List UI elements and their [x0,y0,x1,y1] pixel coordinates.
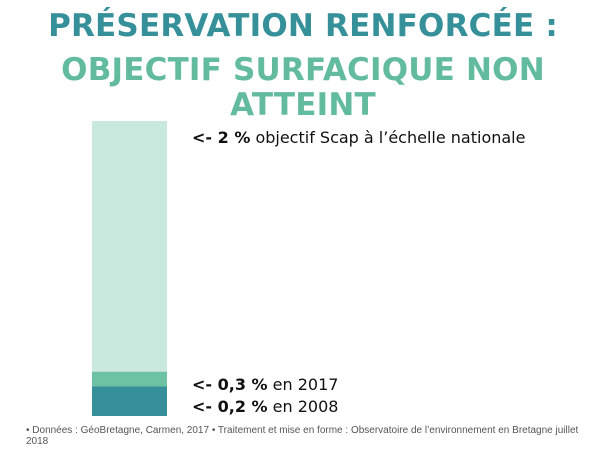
label-objective: <- 2 % objectif Scap à l’échelle nationa… [192,128,525,147]
label-objective-value: 2 % [218,128,251,147]
source-footer: • Données : GéoBretagne, Carmen, 2017 • … [26,425,579,447]
label-y2017-value: 0,3 % [218,375,268,394]
bar-segment-y2008 [92,386,167,416]
bars-group [92,121,167,416]
title-line-3: ATTEINT [230,87,376,123]
label-y2017-text: en 2017 [268,375,339,394]
labels-group: <- 0,2 % en 2008<- 0,3 % en 2017<- 2 % o… [192,128,525,416]
label-objective-arrow: <- [192,128,218,147]
label-objective-text: objectif Scap à l’échelle nationale [250,128,525,147]
label-y2008-arrow: <- [192,397,218,416]
label-y2008: <- 0,2 % en 2008 [192,397,338,416]
label-y2017: <- 0,3 % en 2017 [192,375,338,394]
label-y2008-value: 0,2 % [218,397,268,416]
label-y2008-text: en 2008 [268,397,339,416]
label-y2017-arrow: <- [192,375,218,394]
title-line-1: PRÉSERVATION RENFORCÉE : [48,8,558,44]
bar-segment-objective [92,121,167,416]
title-line-2: OBJECTIF SURFACIQUE NON [61,52,545,88]
